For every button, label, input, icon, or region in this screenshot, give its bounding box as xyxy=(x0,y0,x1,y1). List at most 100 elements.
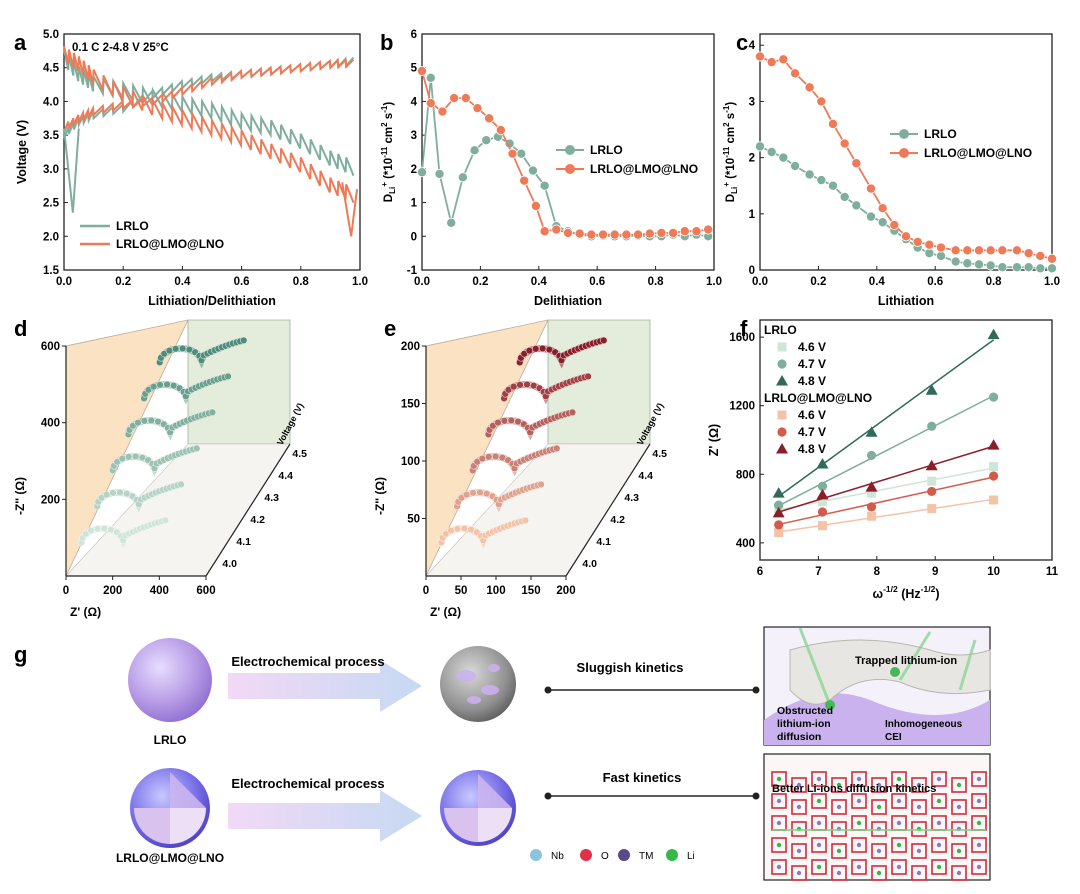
lattice-atom-0-8 xyxy=(936,776,942,782)
e-spectrum-2-point-5 xyxy=(492,452,500,461)
lattice-cell-4-8 xyxy=(931,859,947,875)
d-z-axis xyxy=(205,443,291,577)
f-coated-48-point-2 xyxy=(865,481,878,492)
b-plot-frame xyxy=(421,33,715,271)
chart-b-diffusion-delithiation: 0.0 0.2 0.4 0.6 0.8 1.0 -1 0 1 2 3 4 5 6 LRLO LRLO@LMO@… xyxy=(380,29,722,308)
c-lrlo-point-1 xyxy=(766,146,777,157)
c-lrlo-lmo-lno-point-12 xyxy=(901,231,912,242)
c-lrlo-point-18 xyxy=(974,259,985,270)
lattice-atom-4-2 xyxy=(816,864,822,870)
lattice-cell-0-9 xyxy=(951,777,967,793)
lattice-cell-4-5 xyxy=(871,865,887,881)
e-spectrum-0-point-3 xyxy=(447,526,455,535)
f-lrlo-48-point-4 xyxy=(987,328,1000,340)
chart-e-3d-nyquist-coated: 0 50 100 150 200 50 100 150 200 4.0 4.1 4.2 4.3 4.4 4.… xyxy=(373,319,667,619)
b-xlabel: Delithiation xyxy=(534,294,602,308)
c-lrlo-point-17 xyxy=(962,258,973,269)
lattice-atom-1-9 xyxy=(956,804,962,810)
d-ztick-label-0: 4.0 xyxy=(222,558,237,570)
legend-nb-dot xyxy=(530,849,542,861)
a-ytick-label-2: 2.5 xyxy=(43,198,60,210)
c-ytick-label-4: 4 xyxy=(749,40,756,52)
c-lrlo-lmo-lno-point-15 xyxy=(936,242,947,253)
lattice-atom-2-2 xyxy=(816,820,822,826)
panel-letter-d: d xyxy=(14,316,27,341)
lrlo-particle xyxy=(128,638,212,722)
process-arrow-2 xyxy=(228,790,422,842)
d-spectrum-5-point-5 xyxy=(179,344,187,353)
row1-label: LRLO xyxy=(154,733,187,747)
e-ztick-label-0: 4.0 xyxy=(582,558,597,570)
lattice-atom-1-5 xyxy=(876,804,882,810)
a-annotation: 0.1 C 2-4.8 V 25°C xyxy=(72,42,169,54)
c-lrlo-lmo-lno-point-9 xyxy=(865,183,876,194)
c-lrlo-lmo-lno-point-17 xyxy=(962,245,973,256)
e-spectrum-5-point-4 xyxy=(532,345,540,353)
lattice-cell-0-10 xyxy=(971,771,987,787)
c-lrlo-lmo-lno-point-6 xyxy=(828,118,839,129)
d-xtick-label-3: 600 xyxy=(196,585,215,597)
annot-obstructed: Obstructed xyxy=(777,705,833,717)
lattice-cell-0-6 xyxy=(891,771,907,787)
c-xtick-label-5: 1.0 xyxy=(1044,276,1060,288)
b-lrlo-lmo-lno-point-5 xyxy=(472,103,483,114)
lattice-cell-1-2 xyxy=(811,793,827,809)
lattice-cell-4-6 xyxy=(891,859,907,875)
c-ytick-label-2: 2 xyxy=(749,153,755,165)
a-xtick-label-5: 1.0 xyxy=(352,276,368,288)
e-spectrum-3-point-21 xyxy=(568,408,577,417)
c-lrlo-lmo-lno-point-5 xyxy=(816,96,827,107)
lattice-cell-4-0 xyxy=(771,859,787,875)
lattice-cell-1-9 xyxy=(951,799,967,815)
c-xtick-label-4: 0.8 xyxy=(986,276,1003,288)
f-ylabel: Z' (Ω) xyxy=(707,424,721,456)
lattice-cell-1-4 xyxy=(851,793,867,809)
d-spectrum-4-point-4 xyxy=(156,381,164,389)
c-lrlo-point-10 xyxy=(877,217,888,228)
legend-li-dot xyxy=(666,849,678,861)
a-xtick-label-0: 0.0 xyxy=(56,276,72,288)
inset-sluggish-bulk xyxy=(764,693,990,745)
e-spectrum-4-point-5 xyxy=(523,380,531,389)
lattice-atom-0-10 xyxy=(976,776,982,782)
e-ztick-label-1: 4.1 xyxy=(596,536,611,548)
lattice-cell-1-3 xyxy=(831,799,847,815)
lattice-cell-0-1 xyxy=(791,777,807,793)
d-spectrum-2-point-5 xyxy=(132,452,140,461)
f-xtick-label-5: 11 xyxy=(1046,566,1059,578)
f-legend-marker-0-2 xyxy=(776,375,788,386)
a-ytick-label-6: 4.5 xyxy=(43,63,60,75)
legend-li-label: Li xyxy=(687,851,695,862)
lattice-cell-3-7 xyxy=(911,843,927,859)
lattice-atom-0-9 xyxy=(956,782,962,788)
b-lrlo-point-3 xyxy=(446,217,457,228)
d-ztick-label-1: 4.1 xyxy=(236,536,251,548)
lattice-atom-3-3 xyxy=(836,848,842,854)
d-ztick-label-2: 4.2 xyxy=(250,514,265,526)
f-coated-46-point-0 xyxy=(774,528,784,538)
c-lrlo-point-7 xyxy=(839,191,850,202)
b-ytick-label-4: 3 xyxy=(411,130,417,142)
lattice-atom-1-3 xyxy=(836,804,842,810)
lattice-cell-4-1 xyxy=(791,865,807,881)
e-spectrum-3-point-3 xyxy=(494,418,502,427)
f-legend-group-0: LRLO xyxy=(764,323,797,337)
d-ztick-label-4: 4.4 xyxy=(278,470,293,482)
d-spectrum-0-point-4 xyxy=(93,525,102,533)
lattice-cell-1-10 xyxy=(971,793,987,809)
lattice-cell-3-1 xyxy=(791,843,807,859)
e-xlabel: Z' (Ω) xyxy=(430,605,461,619)
f-lrlo-46-fit xyxy=(778,467,994,511)
f-coated-46-fit xyxy=(778,498,994,533)
lattice-atom-2-6 xyxy=(896,820,902,826)
a-ylabel: Voltage (V) xyxy=(15,120,29,184)
lattice-cell-3-4 xyxy=(851,837,867,853)
a-ytick-label-4: 3.5 xyxy=(43,130,60,142)
c-lrlo-point-9 xyxy=(865,211,876,222)
c-lrlo-point-16 xyxy=(950,256,961,267)
a-xtick-label-3: 0.6 xyxy=(234,276,250,288)
a-xtick-label-2: 0.4 xyxy=(174,276,191,288)
lattice-atom-3-6 xyxy=(896,842,902,848)
c-lrlo-lmo-lno-point-1 xyxy=(766,57,777,68)
b-lrlo-lmo-lno-point-24 xyxy=(691,226,702,237)
